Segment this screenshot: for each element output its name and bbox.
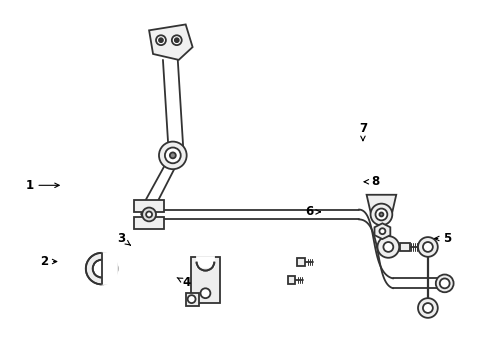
Circle shape	[379, 228, 385, 234]
Polygon shape	[149, 24, 192, 60]
Text: 5: 5	[434, 232, 451, 245]
Circle shape	[159, 38, 163, 42]
Circle shape	[417, 237, 437, 257]
Text: 8: 8	[364, 175, 378, 188]
Circle shape	[435, 275, 453, 292]
Polygon shape	[374, 223, 389, 239]
Polygon shape	[134, 200, 163, 212]
Circle shape	[159, 141, 186, 169]
Text: 7: 7	[358, 122, 366, 141]
Circle shape	[169, 152, 175, 158]
Circle shape	[422, 242, 432, 252]
Text: 1: 1	[25, 179, 59, 192]
Polygon shape	[134, 217, 163, 229]
Polygon shape	[287, 276, 295, 284]
Circle shape	[379, 212, 383, 216]
Circle shape	[174, 38, 179, 42]
Circle shape	[422, 303, 432, 313]
Polygon shape	[196, 257, 214, 267]
Circle shape	[86, 253, 117, 284]
Circle shape	[200, 288, 210, 298]
Circle shape	[187, 295, 195, 303]
Circle shape	[146, 212, 152, 217]
Circle shape	[370, 204, 391, 225]
Circle shape	[377, 236, 398, 258]
Circle shape	[142, 208, 156, 221]
Polygon shape	[102, 253, 117, 284]
Circle shape	[375, 208, 386, 220]
Polygon shape	[185, 293, 198, 306]
Text: 6: 6	[305, 206, 320, 219]
Polygon shape	[297, 258, 305, 266]
Polygon shape	[190, 257, 220, 303]
Polygon shape	[399, 243, 409, 251]
Circle shape	[171, 35, 182, 45]
Circle shape	[439, 278, 449, 288]
Text: 3: 3	[117, 232, 130, 245]
Circle shape	[156, 35, 165, 45]
Text: 2: 2	[40, 255, 57, 268]
Circle shape	[164, 148, 181, 163]
Text: 4: 4	[177, 276, 190, 289]
Circle shape	[383, 242, 392, 252]
Polygon shape	[366, 195, 395, 216]
Circle shape	[93, 260, 110, 278]
Circle shape	[417, 298, 437, 318]
